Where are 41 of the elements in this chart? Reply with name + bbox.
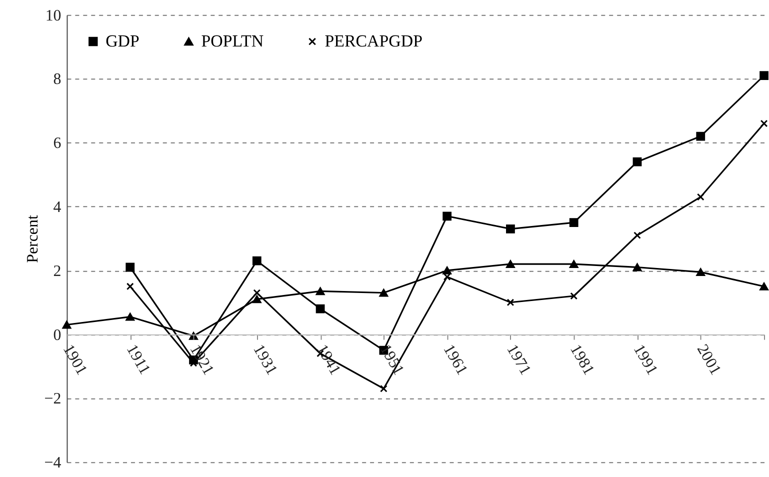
point xyxy=(380,384,388,392)
point xyxy=(760,120,768,128)
point xyxy=(632,263,642,272)
legend-label: POPLTN xyxy=(201,31,264,50)
legend-label: PERCAPGDP xyxy=(324,31,423,50)
point xyxy=(696,193,704,201)
y-tick-label: 2 xyxy=(53,262,62,280)
point xyxy=(760,71,768,80)
point xyxy=(632,157,642,166)
y-tick-label: 0 xyxy=(53,326,62,344)
point xyxy=(379,288,388,297)
point xyxy=(506,298,514,306)
y-tick-label: 4 xyxy=(53,199,62,216)
point xyxy=(569,218,578,227)
y-tick-label: 8 xyxy=(53,71,62,88)
point xyxy=(252,295,262,304)
point xyxy=(126,262,135,272)
point xyxy=(696,268,706,276)
point xyxy=(634,232,641,240)
point xyxy=(760,282,768,290)
y-tick-label: −4 xyxy=(44,454,62,472)
point xyxy=(316,304,325,314)
point xyxy=(570,292,578,300)
point xyxy=(253,289,261,297)
y-tick-label: 10 xyxy=(45,7,62,24)
point xyxy=(62,320,72,329)
point xyxy=(506,260,515,268)
legend-label: GDP xyxy=(106,31,140,50)
point xyxy=(696,132,706,141)
y-tick-label: −2 xyxy=(44,390,62,408)
y-tick-label: 6 xyxy=(53,135,62,152)
point xyxy=(126,282,134,290)
point xyxy=(506,224,515,234)
point xyxy=(442,266,452,274)
point xyxy=(569,260,578,268)
point xyxy=(443,273,451,281)
point xyxy=(252,256,262,266)
point xyxy=(126,312,135,321)
y-axis-title: Percent xyxy=(24,214,42,263)
point xyxy=(316,287,325,296)
point xyxy=(442,212,452,221)
